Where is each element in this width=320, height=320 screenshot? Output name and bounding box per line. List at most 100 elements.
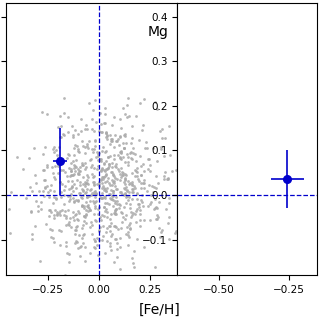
Point — [98, 218, 103, 223]
Point — [67, 196, 72, 201]
Point — [51, 236, 56, 241]
Point — [105, 155, 110, 160]
Point — [124, 224, 129, 229]
Point — [49, 210, 54, 215]
Point — [111, 178, 116, 183]
Point — [46, 189, 51, 194]
Point — [61, 188, 66, 193]
Point — [86, 101, 92, 106]
Point — [104, 186, 109, 191]
Point — [79, 196, 84, 201]
Point — [115, 137, 120, 142]
Point — [80, 187, 85, 192]
Point — [108, 234, 114, 239]
Point — [70, 210, 76, 215]
Point — [66, 199, 71, 204]
Point — [41, 193, 46, 198]
Point — [82, 167, 87, 172]
Point — [92, 205, 97, 210]
Point — [110, 172, 115, 178]
Point — [66, 152, 71, 157]
Point — [131, 211, 136, 216]
Point — [28, 185, 33, 190]
Point — [80, 189, 85, 194]
Point — [131, 265, 136, 270]
Point — [141, 169, 147, 174]
Point — [157, 234, 163, 239]
Point — [131, 146, 136, 151]
Point — [129, 170, 134, 175]
Point — [74, 157, 79, 163]
Point — [103, 130, 108, 135]
Point — [63, 222, 68, 228]
Point — [137, 217, 142, 222]
Point — [101, 161, 107, 166]
Point — [89, 163, 94, 168]
Point — [70, 124, 75, 129]
Point — [65, 221, 70, 226]
Point — [78, 244, 83, 249]
Point — [166, 196, 171, 201]
Point — [140, 204, 146, 209]
Point — [43, 185, 48, 190]
Point — [156, 225, 161, 230]
Point — [58, 180, 63, 185]
Point — [99, 122, 104, 127]
Point — [101, 204, 107, 209]
Point — [103, 173, 108, 178]
Point — [118, 175, 123, 180]
Point — [134, 170, 140, 175]
Point — [115, 186, 120, 191]
Point — [90, 171, 95, 176]
Point — [148, 199, 153, 204]
Point — [83, 181, 88, 187]
Point — [57, 228, 62, 233]
Point — [76, 217, 81, 222]
Point — [53, 195, 58, 200]
Point — [72, 212, 77, 217]
Point — [97, 237, 102, 243]
Point — [74, 239, 79, 244]
Point — [55, 171, 60, 176]
Point — [76, 198, 81, 203]
Point — [69, 166, 74, 172]
Point — [110, 172, 116, 177]
Point — [75, 171, 80, 176]
Point — [100, 129, 105, 134]
Point — [138, 186, 143, 191]
Point — [51, 150, 56, 155]
Point — [94, 191, 99, 196]
Point — [99, 168, 104, 173]
Point — [101, 175, 106, 180]
Point — [159, 146, 164, 151]
Point — [70, 173, 76, 178]
Point — [73, 228, 78, 233]
Point — [112, 164, 117, 169]
Point — [85, 145, 90, 150]
Point — [43, 144, 48, 149]
Point — [96, 150, 101, 156]
Point — [57, 145, 62, 150]
Point — [104, 230, 109, 235]
Point — [136, 176, 141, 181]
Point — [123, 185, 128, 190]
Point — [74, 211, 79, 216]
Point — [127, 225, 132, 230]
Point — [122, 181, 127, 187]
Point — [83, 183, 88, 188]
Point — [71, 132, 76, 137]
Point — [109, 231, 115, 236]
Point — [119, 191, 124, 196]
Point — [125, 229, 131, 234]
Point — [74, 198, 79, 203]
Point — [82, 244, 87, 249]
Point — [125, 155, 131, 160]
Point — [112, 211, 117, 216]
Point — [78, 183, 83, 188]
Point — [132, 167, 138, 172]
Point — [127, 151, 132, 156]
Point — [110, 122, 115, 127]
Point — [125, 197, 130, 203]
Point — [95, 252, 100, 257]
Point — [89, 232, 94, 237]
